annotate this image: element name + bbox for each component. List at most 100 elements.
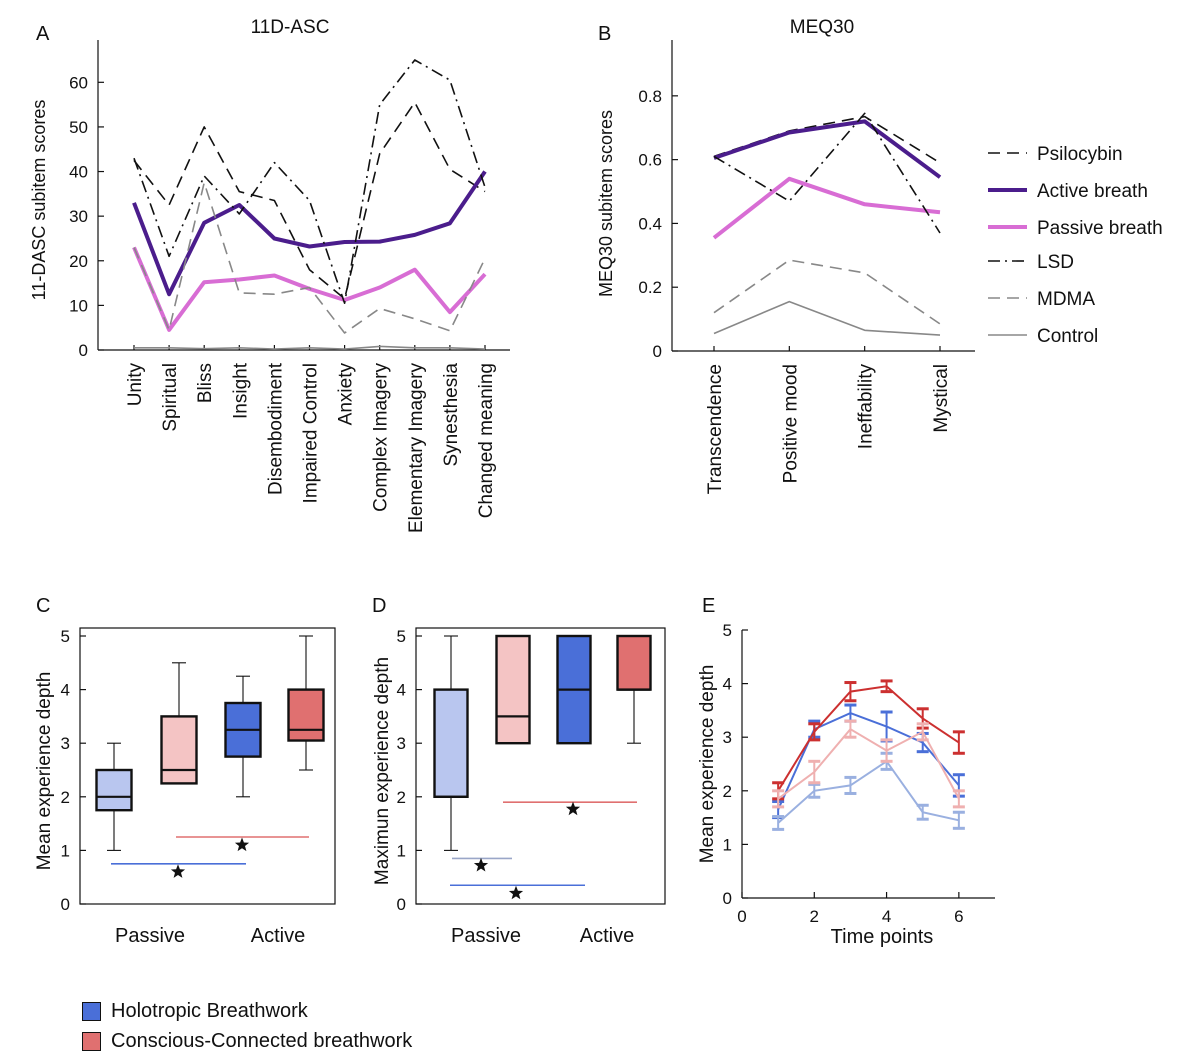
- box-2: [495, 634, 531, 745]
- panel-label-c: C: [36, 595, 50, 617]
- series-line-passive-breath: [132, 246, 487, 332]
- group-label: Passive: [115, 925, 185, 947]
- x-tick-label: 2: [810, 907, 819, 926]
- box-body: [287, 688, 325, 742]
- series-line-active-breath: [713, 119, 942, 179]
- y-tick-label: 0: [79, 341, 88, 360]
- group-label: Passive: [451, 925, 521, 947]
- panel-a-y-label: 11-DASC subitem scores: [29, 100, 49, 301]
- y-tick-label: 0.6: [638, 151, 662, 170]
- y-tick-label: 5: [723, 621, 732, 640]
- conscious-connected-swatch: [82, 1031, 101, 1051]
- legend-label-conscious-connected: Conscious-Connected breathwork: [111, 1029, 413, 1052]
- panel-c-y-label: Mean experience depth: [34, 672, 55, 871]
- significance-star: [170, 864, 186, 878]
- y-tick-label: 4: [723, 675, 732, 694]
- y-tick-label: 0: [61, 895, 70, 914]
- significance-star: [473, 857, 489, 872]
- legend-label-holotropic: Holotropic Breathwork: [111, 999, 308, 1022]
- panel-e-x-label: Time points: [831, 926, 934, 948]
- y-tick-label: 1: [61, 841, 70, 860]
- x-tick-label: Anxiety: [336, 363, 357, 426]
- series-holotropic-passive: [772, 751, 965, 831]
- legend-label: LSD: [1037, 252, 1074, 273]
- y-tick-label: 1: [723, 835, 732, 854]
- x-tick-label: Unity: [125, 363, 146, 407]
- x-tick-label: Insight: [230, 362, 251, 419]
- series-line: [777, 727, 960, 800]
- x-tick-label: Bliss: [195, 363, 216, 403]
- panel-e-chart: E 0 1 2 3 4 5 0 2 4 6 Time points Mean experience de…: [697, 595, 995, 948]
- x-tick-label: 4: [882, 907, 891, 926]
- y-tick-label: 2: [61, 788, 70, 807]
- series-conscious-connected-passive: [772, 719, 965, 809]
- x-tick-label: Impaired Control: [301, 363, 322, 503]
- box-body: [95, 768, 133, 812]
- y-tick-label: 50: [69, 118, 88, 137]
- legend-label: MDMA: [1037, 289, 1095, 310]
- y-tick-label: 60: [69, 73, 88, 92]
- series-line-mdma: [133, 181, 486, 334]
- x-tick-label: Synesthesia: [441, 363, 462, 467]
- series-line-lsd: [713, 112, 941, 234]
- x-tick-label: Positive mood: [780, 364, 801, 483]
- x-tick-label: Spiritual: [160, 363, 181, 432]
- y-tick-label: 10: [69, 296, 88, 315]
- x-tick-label: Ineffability: [856, 364, 877, 450]
- panel-b-legend: Psilocybin Active breath Passive breath LSD…: [988, 144, 1163, 347]
- y-tick-label: 5: [397, 627, 406, 646]
- panel-e-y-label: Mean experience depth: [697, 665, 718, 864]
- x-tick-label: Transcendence: [705, 364, 726, 494]
- series-line: [777, 685, 960, 792]
- box-4: [616, 634, 652, 744]
- holotropic-swatch: [82, 1001, 101, 1021]
- panel-label-a: A: [36, 23, 50, 45]
- panel-d-y-label: Maximun experience depth: [372, 657, 393, 885]
- legend-label: Active breath: [1037, 181, 1148, 202]
- panel-label-e: E: [702, 595, 715, 617]
- series-line-lsd: [133, 59, 486, 305]
- box-body: [616, 634, 652, 691]
- bottom-legend: Holotropic Breathwork Conscious-Connecte…: [82, 996, 412, 1056]
- box-1: [95, 742, 133, 851]
- x-tick-label: Elementary Imagery: [406, 363, 427, 534]
- box-4: [287, 635, 325, 771]
- panel-b-title: MEQ30: [790, 17, 854, 38]
- panel-label-d: D: [372, 595, 386, 617]
- significance-star: [565, 801, 581, 816]
- panel-c-frame: [79, 627, 336, 905]
- series-line-active-breath: [132, 170, 487, 297]
- y-tick-label: 0.2: [638, 278, 662, 297]
- y-tick-label: 2: [723, 782, 732, 801]
- series-line-passive-breath: [712, 176, 941, 240]
- y-tick-label: 30: [69, 207, 88, 226]
- x-tick-label: 0: [737, 907, 746, 926]
- series-line-psilocybin: [713, 115, 941, 164]
- bottom-legend-item: Conscious-Connected breathwork: [82, 1026, 412, 1056]
- series-line: [777, 712, 960, 811]
- y-tick-label: 2: [397, 788, 406, 807]
- significance-star: [508, 885, 524, 900]
- box-body: [495, 634, 531, 745]
- box-3: [556, 634, 592, 745]
- panel-label-b: B: [598, 23, 611, 45]
- panel-b-chart: B MEQ30 0 0.2 0.4 0.6 0.8 Transcendence Positive…: [596, 17, 1163, 494]
- significance-star: [234, 837, 250, 852]
- y-tick-label: 4: [397, 681, 406, 700]
- bottom-legend-item: Holotropic Breathwork: [82, 996, 412, 1026]
- legend-label: Passive breath: [1037, 218, 1163, 239]
- box-2: [160, 662, 198, 785]
- x-tick-label: 6: [954, 907, 963, 926]
- y-tick-label: 0.8: [638, 87, 662, 106]
- x-tick-label: Changed meaning: [476, 363, 497, 518]
- y-tick-label: 3: [723, 728, 732, 747]
- y-tick-label: 0.4: [638, 214, 662, 233]
- y-tick-label: 3: [61, 734, 70, 753]
- group-label: Active: [580, 925, 634, 947]
- box-1: [433, 635, 469, 851]
- y-tick-label: 4: [61, 681, 70, 700]
- panel-d-frame: [415, 627, 666, 905]
- x-tick-label: Disembodiment: [265, 362, 286, 495]
